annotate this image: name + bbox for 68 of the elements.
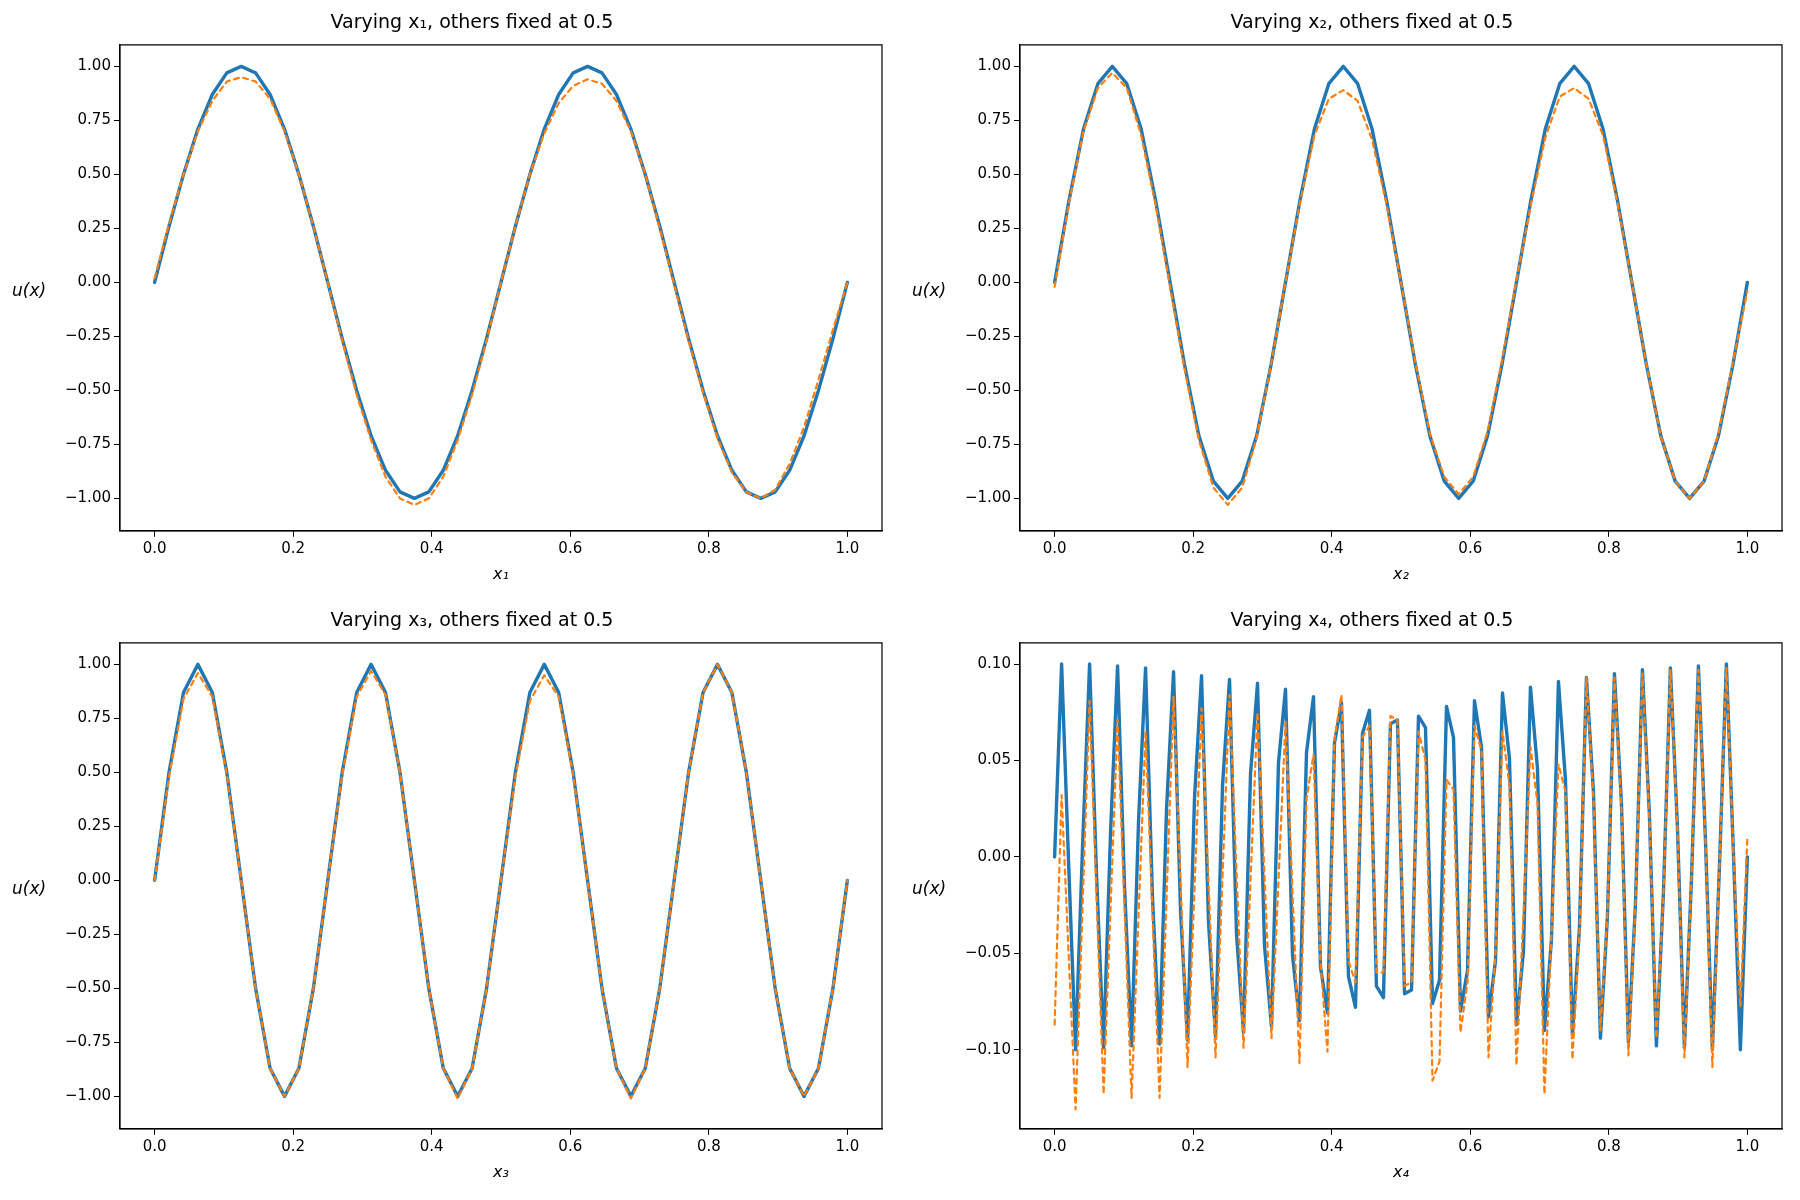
y-tick-label: −1.00 xyxy=(65,1086,111,1105)
y-tick-label: 0.05 xyxy=(977,750,1011,769)
y-tick-label: −0.10 xyxy=(965,1039,1011,1058)
y-tick-label: −0.25 xyxy=(65,924,111,943)
x-tick-label: 0.4 xyxy=(419,1136,444,1155)
y-tick-label: −0.05 xyxy=(965,943,1011,962)
y-tick-label: 0.50 xyxy=(77,762,111,781)
y-tick-label: 0.50 xyxy=(77,164,111,183)
y-tick-label: 1.00 xyxy=(77,654,111,673)
x-axis-title: x₁ xyxy=(492,563,509,583)
y-axis-title: u(x) xyxy=(12,280,47,300)
x-tick-label: 0.8 xyxy=(696,1136,721,1155)
y-tick-label: 0.10 xyxy=(977,653,1011,672)
y-tick-label: −1.00 xyxy=(65,488,111,507)
y-tick-label: −0.75 xyxy=(965,434,1011,453)
x-tick-label: 0.4 xyxy=(1319,1136,1344,1155)
x-tick-label: 0.2 xyxy=(1181,1136,1206,1155)
y-tick-label: −0.50 xyxy=(965,380,1011,399)
x-tick-label: 0.8 xyxy=(696,538,721,557)
y-tick-label: −0.25 xyxy=(965,326,1011,345)
x-tick-label: 1.0 xyxy=(835,538,860,557)
x-tick-label: 0.0 xyxy=(1042,538,1067,557)
x-tick-label: 1.0 xyxy=(1735,538,1760,557)
x-tick-label: 0.6 xyxy=(1458,538,1483,557)
y-tick-label: −1.00 xyxy=(965,488,1011,507)
y-axis-title: u(x) xyxy=(12,878,47,898)
y-tick-label: 0.00 xyxy=(977,846,1011,865)
y-axis-title: u(x) xyxy=(912,280,947,300)
x-tick-label: 0.6 xyxy=(558,538,583,557)
x-tick-label: 0.0 xyxy=(142,1136,167,1155)
x-tick-label: 0.0 xyxy=(1042,1136,1067,1155)
x-tick-label: 0.8 xyxy=(1596,1136,1621,1155)
y-tick-label: 1.00 xyxy=(977,56,1011,75)
y-tick-label: 0.50 xyxy=(977,164,1011,183)
x-tick-label: 0.6 xyxy=(1458,1136,1483,1155)
x-tick-label: 0.2 xyxy=(1181,538,1206,557)
y-tick-label: −0.50 xyxy=(65,978,111,997)
x-tick-label: 0.2 xyxy=(281,538,306,557)
x-tick-label: 0.8 xyxy=(1596,538,1621,557)
y-tick-label: 0.25 xyxy=(77,816,111,835)
x-axis-title: x₄ xyxy=(1392,1161,1410,1181)
y-tick-label: 0.75 xyxy=(77,708,111,727)
x-tick-label: 0.6 xyxy=(558,1136,583,1155)
chart-title: Varying x₄, others fixed at 0.5 xyxy=(1230,608,1514,631)
y-tick-label: −0.75 xyxy=(65,1032,111,1051)
x-tick-label: 0.2 xyxy=(281,1136,306,1155)
y-tick-label: 0.25 xyxy=(977,218,1011,237)
x-tick-label: 0.0 xyxy=(142,538,167,557)
x-tick-label: 1.0 xyxy=(835,1136,860,1155)
x-tick-label: 1.0 xyxy=(1735,1136,1760,1155)
y-tick-label: 0.75 xyxy=(77,110,111,129)
x-axis-title: x₂ xyxy=(1392,563,1410,583)
y-tick-label: −0.25 xyxy=(65,326,111,345)
y-tick-label: 1.00 xyxy=(77,56,111,75)
y-axis-title: u(x) xyxy=(912,878,947,898)
y-tick-label: −0.75 xyxy=(65,434,111,453)
chart-title: Varying x₁, others fixed at 0.5 xyxy=(330,10,614,33)
y-tick-label: 0.00 xyxy=(77,272,111,291)
y-tick-label: 0.00 xyxy=(977,272,1011,291)
chart-title: Varying x₃, others fixed at 0.5 xyxy=(330,608,614,631)
x-axis-title: x₃ xyxy=(492,1161,509,1181)
y-tick-label: 0.25 xyxy=(77,218,111,237)
y-tick-label: −0.50 xyxy=(65,380,111,399)
y-tick-label: 0.75 xyxy=(977,110,1011,129)
chart-title: Varying x₂, others fixed at 0.5 xyxy=(1230,10,1514,33)
y-tick-label: 0.00 xyxy=(77,870,111,889)
x-tick-label: 0.4 xyxy=(419,538,444,557)
x-tick-label: 0.4 xyxy=(1319,538,1344,557)
